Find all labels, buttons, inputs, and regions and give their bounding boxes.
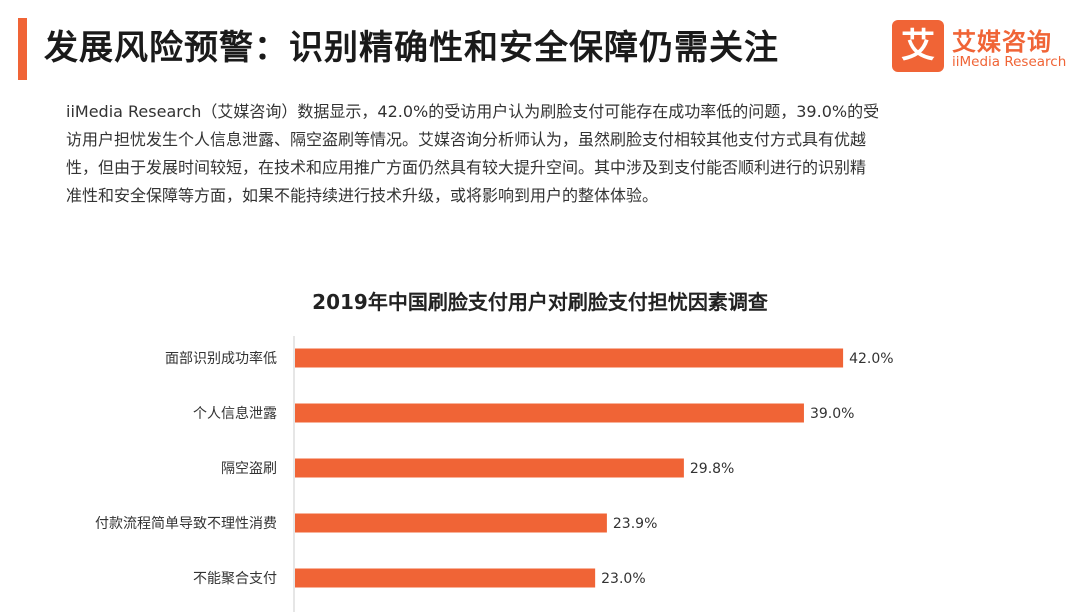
- page-title: 发展风险预警：识别精确性和安全保障仍需关注: [44, 28, 779, 68]
- value-label: 39.0%: [810, 406, 854, 422]
- logo-name-en: iiMedia Research: [952, 54, 1067, 70]
- category-label: 隔空盗刷: [221, 461, 277, 477]
- category-label: 付款流程简单导致不理性消费: [95, 515, 277, 532]
- bar: [295, 403, 804, 423]
- bar: [295, 568, 596, 588]
- description-line: iiMedia Research（艾媒咨询）数据显示，42.0%的受访用户认为刷…: [66, 102, 880, 121]
- description-line: 性，但由于发展时间较短，在技术和应用推广方面仍然具有较大提升空间。其中涉及到支付…: [66, 158, 867, 177]
- description-line: 准性和安全保障等方面，如果不能持续进行技术升级，或将影响到用户的整体体验。: [66, 186, 659, 205]
- description-paragraph: iiMedia Research（艾媒咨询）数据显示，42.0%的受访用户认为刷…: [66, 98, 1008, 210]
- brand-logo: 艾 艾媒咨询 iiMedia Research: [892, 20, 1072, 76]
- value-label: 23.0%: [601, 571, 645, 587]
- title-accent-bar: [18, 18, 27, 80]
- value-label: 42.0%: [849, 351, 893, 367]
- logo-mark-icon: 艾: [892, 20, 944, 72]
- bar: [295, 348, 844, 368]
- category-label: 个人信息泄露: [193, 405, 277, 422]
- category-label: 面部识别成功率低: [165, 350, 277, 367]
- logo-name-cn: 艾媒咨询: [952, 28, 1052, 56]
- value-label: 23.9%: [613, 516, 657, 532]
- bar: [295, 458, 684, 478]
- description-line: 访用户担忧发生个人信息泄露、隔空盗刷等情况。艾媒咨询分析师认为，虽然刷脸支付相较…: [66, 130, 867, 149]
- chart-title: 2019年中国刷脸支付用户对刷脸支付担忧因素调查: [312, 290, 768, 314]
- category-label: 不能聚合支付: [193, 571, 277, 587]
- bar: [295, 513, 607, 533]
- value-label: 29.8%: [690, 461, 734, 477]
